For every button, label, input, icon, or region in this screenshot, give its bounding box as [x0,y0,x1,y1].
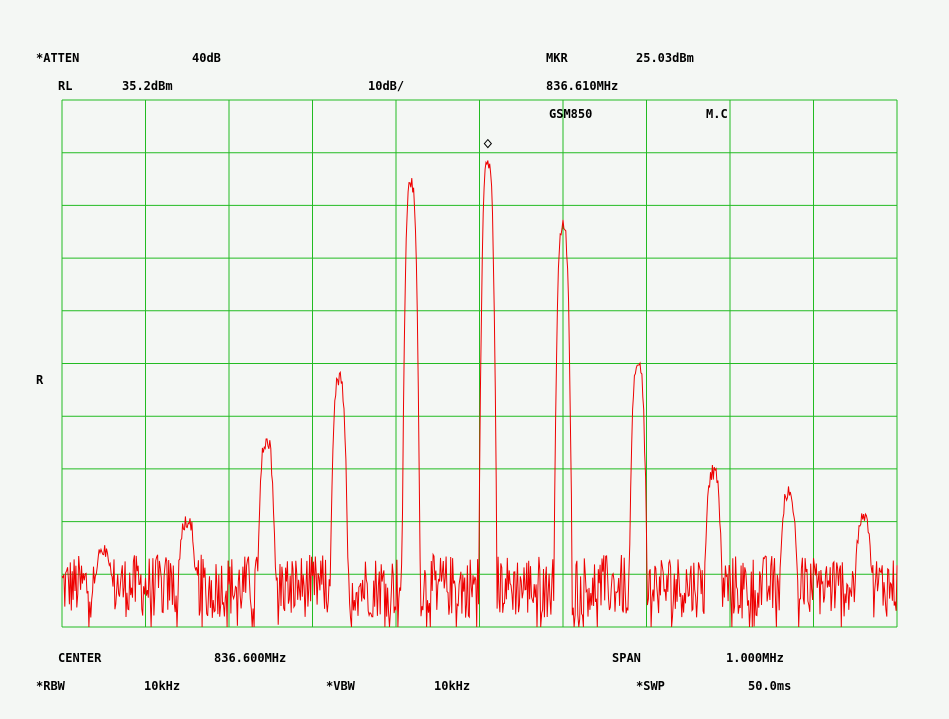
ref-level-value: 35.2dBm [122,79,173,93]
rbw-label: *RBW [36,679,65,693]
marker-label: MKR [546,51,568,65]
vbw-label: *VBW [326,679,355,693]
span-label: SPAN [612,651,641,665]
mode-tag: M.C [706,107,728,121]
scale-per-div: 10dB/ [368,79,405,93]
rbw-value: 10kHz [144,679,181,693]
center-label: CENTER [58,651,102,665]
vbw-value: 10kHz [434,679,471,693]
span-value: 1.000MHz [726,651,784,665]
atten-value: 40dB [192,51,221,65]
sweep-label: *SWP [636,679,665,693]
graticule [61,99,898,628]
r-label: R [36,373,44,387]
ref-level-label: RL [58,79,73,93]
marker-level: 25.03dBm [636,51,694,65]
atten-label: *ATTEN [36,51,80,65]
marker-diamond [483,138,493,149]
mode-label: GSM850 [549,107,593,121]
center-frequency: 836.600MHz [214,651,287,665]
spectrum-trace [61,160,898,628]
marker-frequency: 836.610MHz [546,79,619,93]
sweep-time: 50.0ms [748,679,792,693]
